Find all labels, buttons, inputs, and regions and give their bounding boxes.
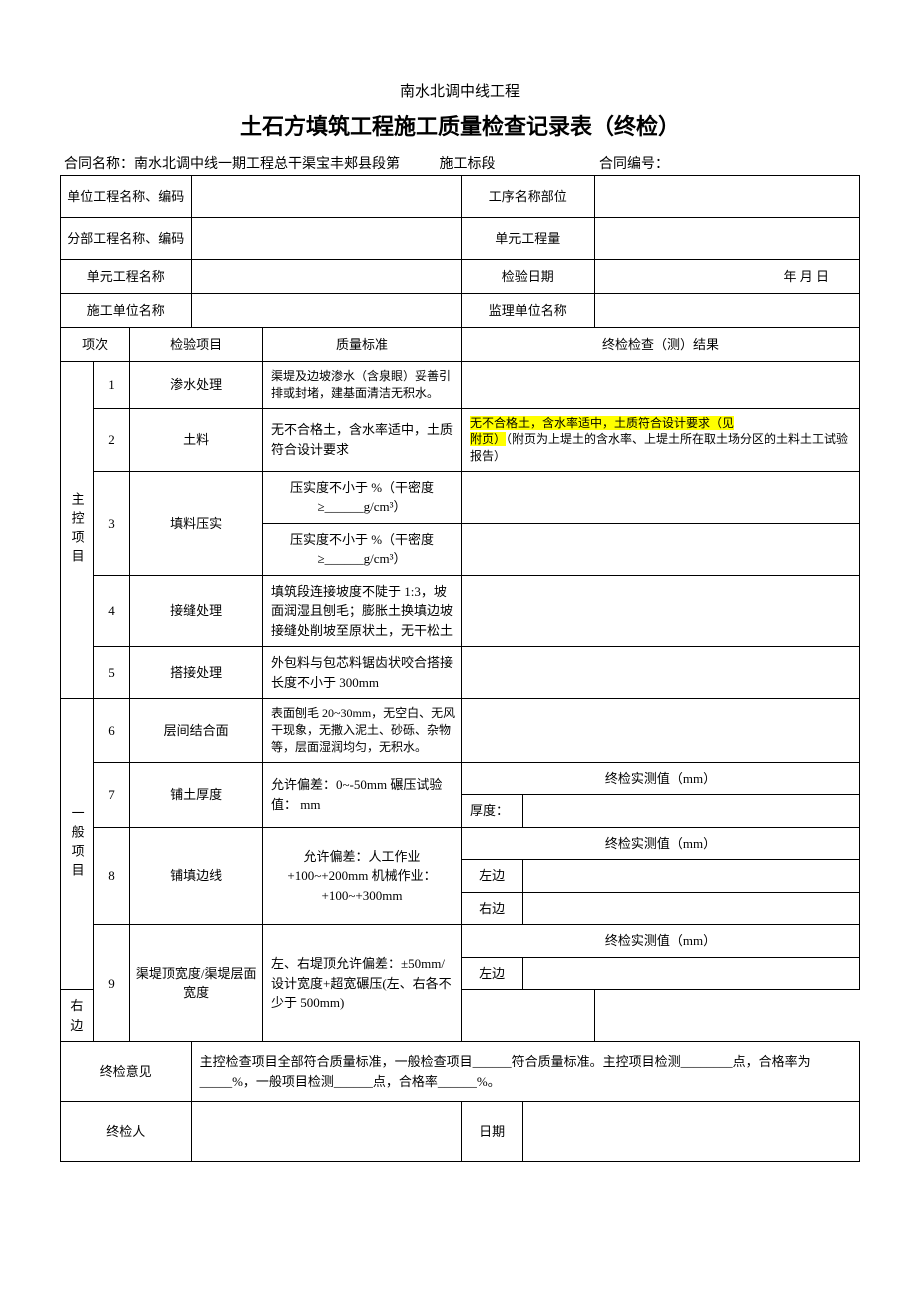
label-supervise: 监理单位名称	[461, 294, 594, 328]
page-title: 土石方填筑工程施工质量检查记录表（终检）	[60, 109, 860, 141]
contract-line: 合同名称：南水北调中线一期工程总干渠宝丰郏县段第 施工标段 合同编号：	[60, 153, 860, 173]
date-value[interactable]	[523, 1102, 860, 1162]
row5-std: 外包料与包芯料锯齿状咬合搭接长度不小于 300mm	[263, 647, 462, 699]
row7-thick-value[interactable]	[523, 795, 860, 828]
row3-result-b[interactable]	[461, 523, 859, 575]
row8-right-label: 右边	[461, 892, 522, 925]
row2-result-plain: （附页为上堤土的含水率、上堤土所在取土场分区的土料土工试验报告）	[470, 432, 848, 463]
field-sub-name[interactable]	[191, 218, 461, 260]
row9-left-label: 左边	[461, 957, 522, 990]
field-inspect-date[interactable]: 年 月 日	[594, 260, 859, 294]
th-seq: 项次	[61, 328, 130, 362]
row8-right-value[interactable]	[523, 892, 860, 925]
contract-number-label: 合同编号：	[599, 153, 669, 173]
row1-num: 1	[93, 362, 130, 409]
row1-std: 渠堤及边坡渗水（含泉眼）妥善引排或封堵，建基面清洁无积水。	[263, 362, 462, 409]
row3-item: 填料压实	[130, 471, 263, 575]
row7-thick-label: 厚度：	[461, 795, 522, 828]
header-subtitle: 南水北调中线工程	[60, 80, 860, 101]
form-table: 单位工程名称、编码 工序名称部位 分部工程名称、编码 单元工程量 单元工程名称 …	[60, 175, 860, 1162]
row4-result[interactable]	[461, 575, 859, 647]
opinion-text: 主控检查项目全部符合质量标准，一般检查项目______符合质量标准。主控项目检测…	[191, 1042, 859, 1102]
label-unit-name: 单位工程名称、编码	[61, 176, 192, 218]
row1-result[interactable]	[461, 362, 859, 409]
row3-result-a[interactable]	[461, 471, 859, 523]
row2-result: 无不合格土，含水率适中，土质符合设计要求（见附页）（附页为上堤土的含水率、上堤土…	[461, 408, 859, 471]
inspector-value[interactable]	[191, 1102, 461, 1162]
field-unit-name[interactable]	[191, 176, 461, 218]
row2-item: 土料	[130, 408, 263, 471]
group-general: 一般项目	[61, 699, 94, 990]
field-process[interactable]	[594, 176, 859, 218]
field-supervise[interactable]	[594, 294, 859, 328]
row6-std: 表面刨毛 20~30mm，无空白、无风干现象，无撒入泥土、砂砾、杂物等，层面湿润…	[263, 699, 462, 762]
row3-std-b: 压实度不小于 %（干密度≥______g/cm³）	[263, 523, 462, 575]
label-unit-qty: 单元工程量	[461, 218, 594, 260]
row6-item: 层间结合面	[130, 699, 263, 762]
row8-std: 允许偏差：人工作业+100~+200mm 机械作业：+100~+300mm	[263, 827, 462, 925]
field-cell-name[interactable]	[191, 260, 461, 294]
label-sub-name: 分部工程名称、编码	[61, 218, 192, 260]
label-process: 工序名称部位	[461, 176, 594, 218]
row2-result-hl2: 附页）	[470, 432, 506, 446]
row3-std-a: 压实度不小于 %（干密度≥______g/cm³）	[263, 471, 462, 523]
contract-section-label: 施工标段	[440, 153, 496, 173]
row4-num: 4	[93, 575, 130, 647]
row8-num: 8	[93, 827, 130, 925]
row5-result[interactable]	[461, 647, 859, 699]
row4-item: 接缝处理	[130, 575, 263, 647]
row3-num: 3	[93, 471, 130, 575]
row5-item: 搭接处理	[130, 647, 263, 699]
group-main: 主控项目	[61, 362, 94, 699]
row9-right-value[interactable]	[461, 990, 594, 1042]
row7-std: 允许偏差：0~-50mm 碾压试验值： mm	[263, 762, 462, 827]
row7-num: 7	[93, 762, 130, 827]
row9-left-value[interactable]	[523, 957, 860, 990]
row9-right-label: 右边	[61, 990, 94, 1042]
row5-num: 5	[93, 647, 130, 699]
row9-sub-label: 终检实测值（mm）	[461, 925, 859, 958]
inspector-label: 终检人	[61, 1102, 192, 1162]
row2-result-hl1: 无不合格土，含水率适中，土质符合设计要求（见	[470, 416, 734, 430]
date-label: 日期	[461, 1102, 522, 1162]
row8-sub-label: 终检实测值（mm）	[461, 827, 859, 860]
row7-sub-label: 终检实测值（mm）	[461, 762, 859, 795]
row2-std: 无不合格土，含水率适中，土质符合设计要求	[263, 408, 462, 471]
row8-left-value[interactable]	[523, 860, 860, 893]
row2-num: 2	[93, 408, 130, 471]
contract-name-value: 南水北调中线一期工程总干渠宝丰郏县段第	[134, 153, 400, 173]
label-cell-name: 单元工程名称	[61, 260, 192, 294]
th-standard: 质量标准	[263, 328, 462, 362]
row8-left-label: 左边	[461, 860, 522, 893]
row6-result[interactable]	[461, 699, 859, 762]
label-const-unit: 施工单位名称	[61, 294, 192, 328]
th-item: 检验项目	[130, 328, 263, 362]
contract-name-label: 合同名称：	[64, 153, 134, 173]
row9-std: 左、右堤顶允许偏差：±50mm/设计宽度+超宽碾压(左、右各不少于 500mm)	[263, 925, 462, 1042]
row8-item: 铺填边线	[130, 827, 263, 925]
field-const-unit[interactable]	[191, 294, 461, 328]
th-result: 终检检查（测）结果	[461, 328, 859, 362]
row7-item: 铺土厚度	[130, 762, 263, 827]
row9-num: 9	[93, 925, 130, 1042]
field-unit-qty[interactable]	[594, 218, 859, 260]
label-inspect-date: 检验日期	[461, 260, 594, 294]
row1-item: 渗水处理	[130, 362, 263, 409]
row9-item: 渠堤顶宽度/渠堤层面宽度	[130, 925, 263, 1042]
row4-std: 填筑段连接坡度不陡于 1:3，坡面润湿且刨毛；膨胀土换填边坡接缝处削坡至原状土，…	[263, 575, 462, 647]
opinion-label: 终检意见	[61, 1042, 192, 1102]
row6-num: 6	[93, 699, 130, 762]
